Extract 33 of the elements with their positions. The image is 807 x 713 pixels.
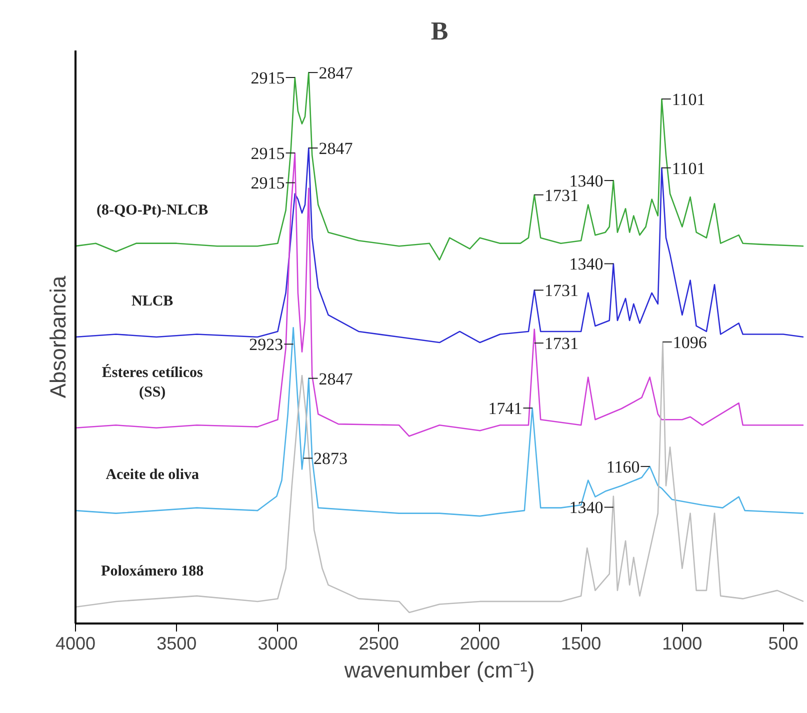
x-tick-label: 500 xyxy=(768,634,798,654)
annotation: 1101 xyxy=(672,158,706,178)
annotation: 2847 xyxy=(318,369,354,388)
annotation: 2847 xyxy=(318,64,354,83)
x-tick-label: 4000 xyxy=(55,634,96,654)
x-tick-label: 2000 xyxy=(460,634,500,654)
y-axis-title: Absorbancia xyxy=(46,275,70,398)
series-label: (8-QO-Pt)-NLCB xyxy=(96,202,208,219)
annotation: 1340 xyxy=(569,498,604,518)
annotation: 1340 xyxy=(569,254,604,274)
x-tick-label: 2500 xyxy=(358,634,399,654)
chart-title: B xyxy=(430,16,448,46)
annotation: 2915 xyxy=(250,68,285,88)
annotation: 2847 xyxy=(318,139,354,158)
annotation: 1741 xyxy=(488,399,522,418)
series-label: Ésteres cetílicos (SS) xyxy=(102,364,203,400)
series-label: Poloxámero 188 xyxy=(101,563,204,580)
series-label: Aceite de oliva xyxy=(106,467,200,484)
x-axis-title: wavenumber (cm⁻¹) xyxy=(343,658,535,682)
series-label: NLCB xyxy=(132,293,174,310)
annotation: 2915 xyxy=(250,144,285,163)
annotation: 1160 xyxy=(606,457,640,476)
annotation: 1096 xyxy=(672,332,707,352)
x-tick-label: 3500 xyxy=(156,634,197,654)
x-tick-label: 1000 xyxy=(662,634,702,654)
annotation: 1101 xyxy=(672,90,706,109)
x-tick-label: 1500 xyxy=(561,634,602,654)
annotation: 1731 xyxy=(544,334,578,354)
annotation: 2923 xyxy=(249,335,284,354)
x-tick-label: 3000 xyxy=(258,634,298,654)
annotation: 2873 xyxy=(314,449,348,468)
annotation: 1731 xyxy=(544,281,578,300)
annotation: 2915 xyxy=(250,174,285,193)
